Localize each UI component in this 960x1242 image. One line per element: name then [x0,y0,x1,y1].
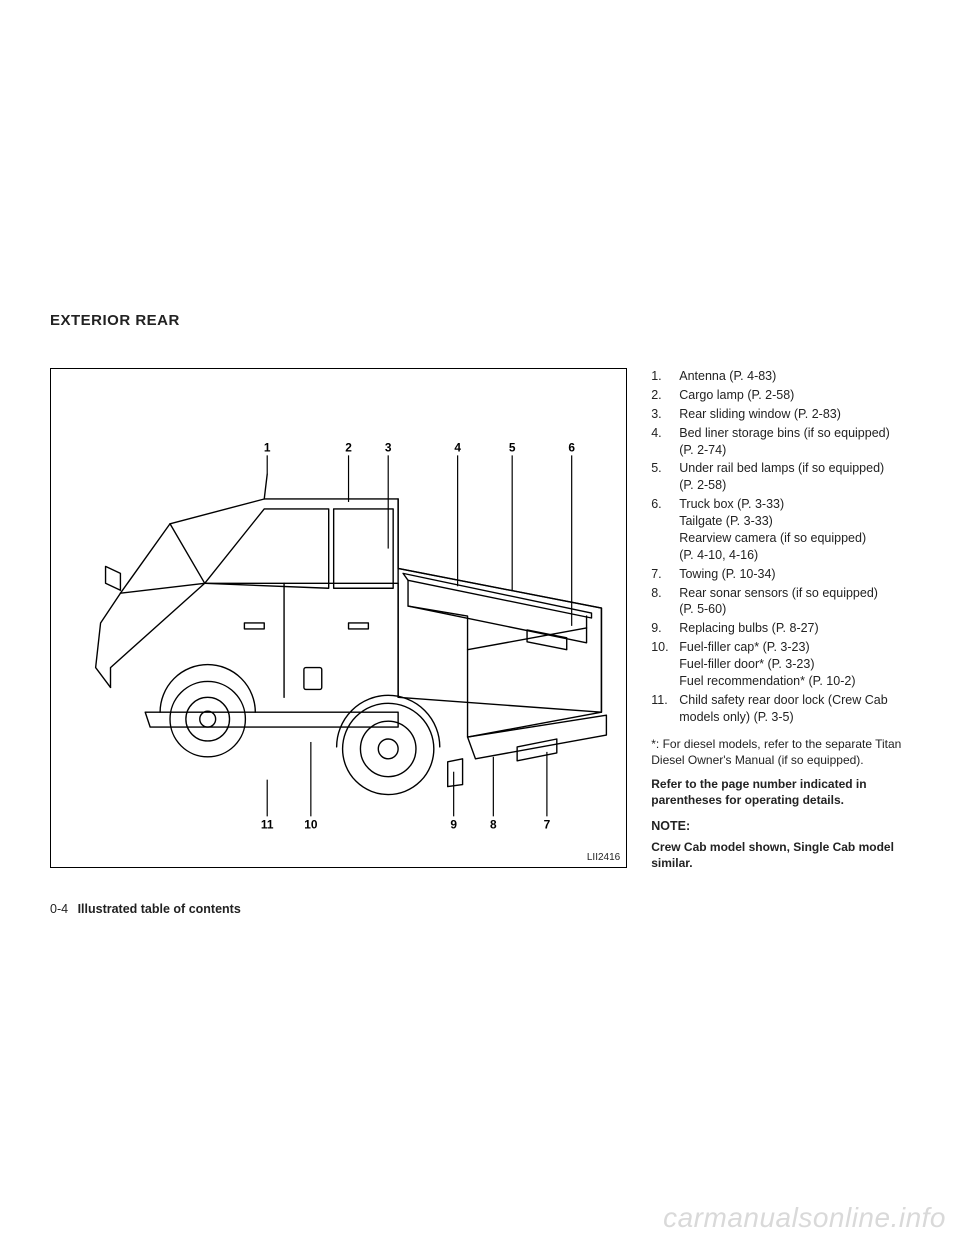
callout-line: Rear sonar sensors (if so equipped) [679,585,910,602]
callout-number: 3. [651,406,679,423]
callout-line: Replacing bulbs (P. 8-27) [679,620,910,637]
page-footer: 0-4 Illustrated table of contents [50,902,241,916]
callout-text: Child safety rear door lock (Crew Cabmod… [679,692,910,726]
callout-item: 5.Under rail bed lamps (if so equipped)(… [651,460,910,494]
callout-number: 6. [651,496,679,564]
callout-line: Bed liner storage bins (if so equipped) [679,425,910,442]
callout-text: Bed liner storage bins (if so equipped)(… [679,425,910,459]
callout-line: (P. 2-58) [679,477,910,494]
callout-number: 9. [651,620,679,637]
callout-item: 2.Cargo lamp (P. 2-58) [651,387,910,404]
callout-item: 10.Fuel-filler cap* (P. 3-23)Fuel-filler… [651,639,910,690]
callout-line: Under rail bed lamps (if so equipped) [679,460,910,477]
callout-line: models only) (P. 3-5) [679,709,910,726]
callout-number: 5. [651,460,679,494]
callout-line: Cargo lamp (P. 2-58) [679,387,910,404]
callout-text: Under rail bed lamps (if so equipped)(P.… [679,460,910,494]
watermark-text: carmanualsonline.info [663,1202,946,1234]
callout-text: Cargo lamp (P. 2-58) [679,387,910,404]
note-body: Crew Cab model shown, Single Cab model s… [651,839,910,871]
svg-text:7: 7 [544,817,551,831]
callout-line: Truck box (P. 3-33) [679,496,910,513]
callout-line: Fuel-filler cap* (P. 3-23) [679,639,910,656]
callout-item: 4.Bed liner storage bins (if so equipped… [651,425,910,459]
callout-item: 6.Truck box (P. 3-33)Tailgate (P. 3-33)R… [651,496,910,564]
callout-number: 2. [651,387,679,404]
callout-list-column: 1.Antenna (P. 4-83)2.Cargo lamp (P. 2-58… [651,368,910,882]
callout-text: Antenna (P. 4-83) [679,368,910,385]
note-heading: NOTE: [651,818,910,835]
page-ref-note: Refer to the page number indicated in pa… [651,776,910,808]
callout-list: 1.Antenna (P. 4-83)2.Cargo lamp (P. 2-58… [651,368,910,726]
callout-text: Towing (P. 10-34) [679,566,910,583]
callout-text: Fuel-filler cap* (P. 3-23)Fuel-filler do… [679,639,910,690]
callout-item: 7.Towing (P. 10-34) [651,566,910,583]
callout-number: 8. [651,585,679,619]
callout-line: Child safety rear door lock (Crew Cab [679,692,910,709]
callout-line: (P. 5-60) [679,601,910,618]
callout-item: 1.Antenna (P. 4-83) [651,368,910,385]
svg-text:6: 6 [568,440,575,454]
svg-text:9: 9 [450,817,457,831]
svg-text:1: 1 [264,440,271,454]
callout-item: 8.Rear sonar sensors (if so equipped)(P.… [651,585,910,619]
content-row: 1 2 3 4 5 6 11 10 9 8 7 LII2416 1.Antenna (P. 4-8… [50,368,910,882]
callout-item: 11.Child safety rear door lock (Crew Cab… [651,692,910,726]
callout-text: Truck box (P. 3-33)Tailgate (P. 3-33)Rea… [679,496,910,564]
callout-line: Rearview camera (if so equipped) [679,530,910,547]
callout-number: 11. [651,692,679,726]
callout-line: (P. 2-74) [679,442,910,459]
svg-text:10: 10 [304,817,318,831]
truck-illustration: 1 2 3 4 5 6 11 10 9 8 7 [51,369,626,867]
svg-text:4: 4 [454,440,461,454]
callout-text: Rear sliding window (P. 2-83) [679,406,910,423]
page-number: 0-4 [50,902,68,916]
callout-line: (P. 4-10, 4-16) [679,547,910,564]
callout-item: 3.Rear sliding window (P. 2-83) [651,406,910,423]
callout-line: Antenna (P. 4-83) [679,368,910,385]
svg-text:2: 2 [345,440,352,454]
page-title: Illustrated table of contents [78,902,241,916]
callout-number: 10. [651,639,679,690]
callout-line: Towing (P. 10-34) [679,566,910,583]
exterior-rear-figure: 1 2 3 4 5 6 11 10 9 8 7 LII2416 [50,368,627,868]
callout-line: Rear sliding window (P. 2-83) [679,406,910,423]
svg-text:11: 11 [261,817,274,831]
svg-text:5: 5 [509,440,516,454]
diesel-footnote: *: For diesel models, refer to the separ… [651,736,910,768]
manual-page: EXTERIOR REAR [0,0,960,1242]
callout-number: 4. [651,425,679,459]
section-title: EXTERIOR REAR [50,312,180,329]
svg-text:8: 8 [490,817,497,831]
callout-item: 9.Replacing bulbs (P. 8-27) [651,620,910,637]
callout-line: Fuel recommendation* (P. 10-2) [679,673,910,690]
svg-text:3: 3 [385,440,392,454]
callout-line: Tailgate (P. 3-33) [679,513,910,530]
figure-id-label: LII2416 [587,852,620,863]
callout-text: Rear sonar sensors (if so equipped)(P. 5… [679,585,910,619]
callout-text: Replacing bulbs (P. 8-27) [679,620,910,637]
callout-line: Fuel-filler door* (P. 3-23) [679,656,910,673]
callout-number: 1. [651,368,679,385]
callout-number: 7. [651,566,679,583]
